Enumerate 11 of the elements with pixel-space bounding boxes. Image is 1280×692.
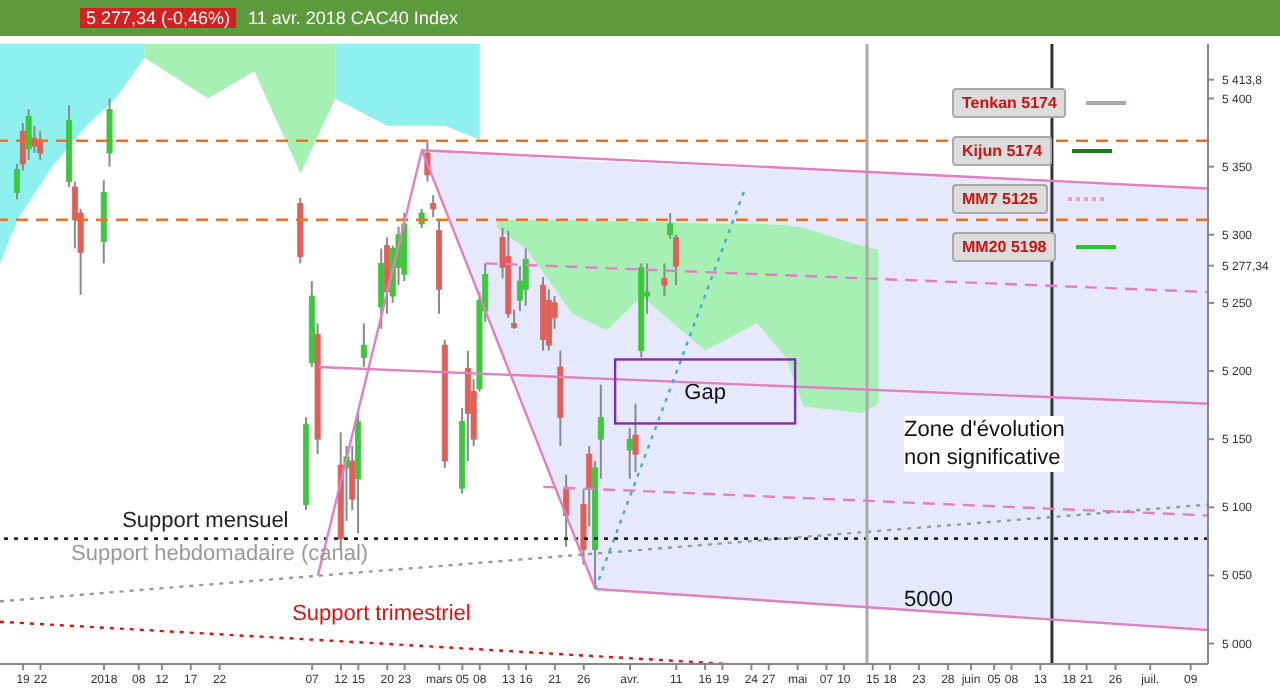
- annotation: 5000: [904, 586, 953, 614]
- chart-subtitle: 5 277,34 (-0,46%): [80, 8, 237, 28]
- ref-line-label: Support mensuel: [122, 508, 289, 533]
- annotation: Gap: [684, 381, 726, 406]
- annotation: MM20 5198: [952, 232, 1057, 262]
- annotation: MM7 5125: [952, 184, 1048, 214]
- annotation: Kijun 5174: [952, 136, 1053, 166]
- chart-title: 11 avr. 2018 CAC40 Index: [248, 8, 458, 28]
- annotation: Tenkan 5174: [952, 88, 1067, 118]
- series-label: Support trimestriel: [292, 601, 471, 626]
- annotation: Zone d'évolution non significative: [904, 416, 1065, 472]
